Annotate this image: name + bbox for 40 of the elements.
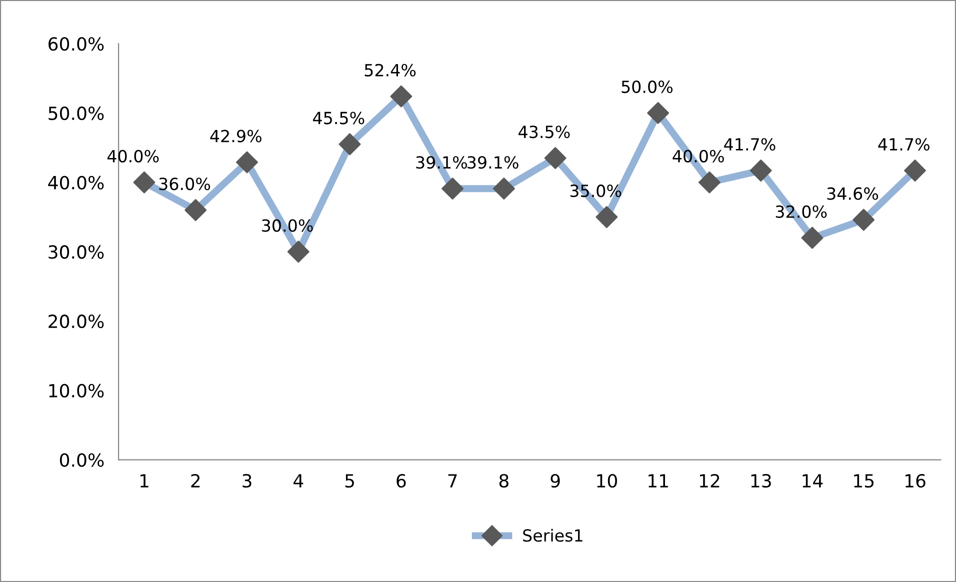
data-label: 43.5% [518,126,570,138]
x-tick-label: 6 [396,474,406,488]
data-label: 39.1% [416,156,467,169]
data-label: 32.0% [776,205,827,218]
data-label: 34.6% [827,187,878,200]
y-tick-label: 60.0% [48,37,104,51]
x-tick-label: 7 [448,474,457,488]
x-tick-label: 3 [242,474,252,488]
y-tick-label: 40.0% [48,176,104,190]
y-tick-label: 30.0% [48,245,104,259]
data-label: 50.0% [622,80,673,94]
data-label: 41.7% [724,138,776,151]
x-tick-label: 2 [191,474,200,488]
x-tick-label: 9 [550,474,560,488]
x-tick-label: 10 [597,474,617,488]
data-label: 42.9% [210,130,262,142]
x-tick-label: 4 [294,474,304,488]
y-tick-label: 0.0% [60,453,104,467]
x-tick-label: 12 [700,474,720,488]
data-label: 36.0% [159,178,210,190]
data-label: 45.5% [313,112,364,124]
x-tick-label: 11 [648,474,668,488]
x-tick-label: 1 [140,474,148,488]
y-tick-label: 50.0% [48,106,104,120]
data-label: 30.0% [262,219,313,232]
data-label: 35.0% [570,184,622,198]
x-tick-label: 5 [345,474,354,488]
y-tick-label: 10.0% [49,384,104,398]
data-label: 52.4% [364,64,416,76]
x-tick-label: 14 [802,474,823,488]
x-tick-label: 15 [854,474,874,488]
x-tick-label: 13 [751,474,771,488]
x-tick-label: 16 [906,474,926,488]
legend-label: Series1 [523,528,582,542]
data-label: 39.1% [468,156,518,169]
y-tick-label: 20.0% [48,314,104,328]
data-label: 40.0% [107,150,159,162]
x-tick-label: 8 [499,474,508,488]
data-label: 40.0% [672,150,724,162]
data-label: 41.7% [878,138,930,151]
